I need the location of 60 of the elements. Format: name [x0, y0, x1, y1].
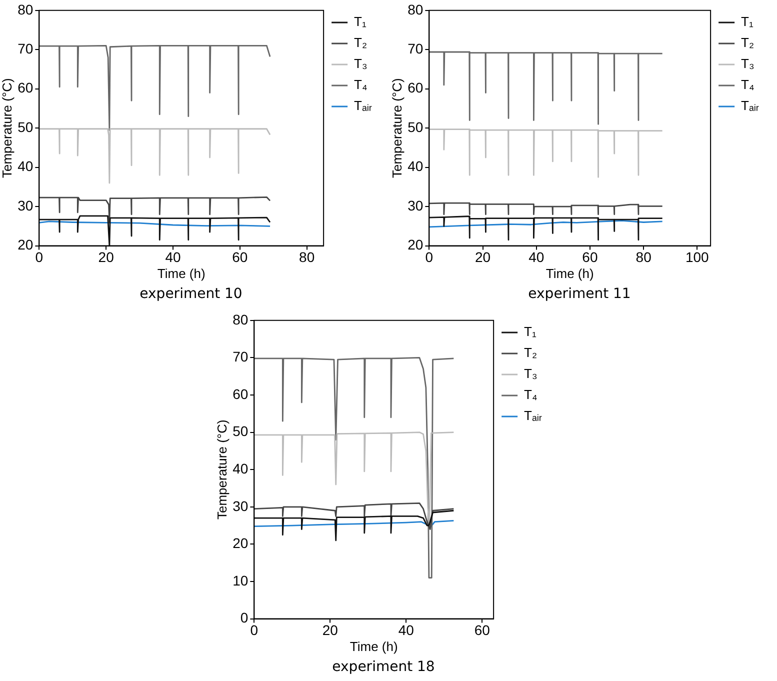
x-axis-title: Time (h) — [546, 266, 594, 281]
legend-label: Tₐᵢᵣ — [354, 98, 372, 114]
y-axis-title: Temperature (°C) — [214, 420, 230, 520]
x-tick-label: 60 — [582, 249, 598, 266]
x-tick-label: 80 — [299, 249, 315, 266]
y-tick-label: 40 — [232, 460, 248, 476]
legend-label: T₁ — [354, 14, 367, 30]
y-tick-label: 50 — [408, 118, 424, 135]
y-tick-label: 70 — [18, 40, 34, 56]
y-tick-label: 60 — [18, 80, 34, 96]
y-tick-label: 30 — [408, 197, 424, 214]
legend-label: T₄ — [354, 77, 368, 92]
x-tick-label: 20 — [322, 622, 338, 638]
y-tick-label: 50 — [232, 423, 248, 440]
text: experiment 18 — [332, 659, 435, 676]
legend-label: T₁ — [741, 14, 754, 30]
x-tick-label: 40 — [165, 249, 181, 266]
y-tick-label: 20 — [408, 236, 424, 253]
x-tick-label: 60 — [474, 622, 490, 638]
legend-label: T₂ — [741, 35, 754, 50]
x-tick-label: 0 — [35, 249, 44, 266]
x-tick-label: 80 — [636, 249, 652, 266]
y-tick-label: 80 — [18, 1, 34, 18]
x-tick-label: 20 — [98, 249, 114, 266]
y-axis-title: Temperature (°C) — [389, 78, 404, 178]
legend-label: T₃ — [741, 56, 754, 72]
y-tick-label: 40 — [18, 158, 34, 174]
x-tick-label: 0 — [425, 249, 434, 266]
y-tick-label: 50 — [18, 118, 34, 135]
y-tick-label: 80 — [232, 311, 248, 328]
legend-label: T₃ — [354, 56, 368, 72]
y-tick-label: 20 — [232, 535, 248, 552]
y-tick-label: 70 — [408, 40, 424, 56]
legend-label: Tₐᵢᵣ — [741, 98, 760, 114]
y-tick-label: 10 — [232, 572, 248, 588]
x-tick-label: 0 — [250, 622, 258, 638]
legend-label: T₁ — [524, 324, 537, 340]
text: experiment 11 — [528, 286, 631, 302]
legend-label: Tₐᵢᵣ — [524, 408, 542, 424]
y-tick-label: 20 — [18, 236, 34, 253]
x-tick-label: 20 — [474, 249, 491, 266]
y-tick-label: 0 — [240, 610, 248, 626]
legend-label: T₂ — [524, 345, 538, 360]
y-tick-label: 70 — [232, 348, 248, 365]
y-tick-label: 30 — [18, 197, 34, 214]
y-tick-label: 80 — [408, 1, 424, 18]
text: experiment 10 — [140, 286, 242, 302]
legend-label: T₃ — [524, 366, 538, 382]
legend-label: T₄ — [524, 387, 538, 402]
x-tick-label: 100 — [685, 249, 710, 266]
y-axis-title: Temperature (°C) — [0, 78, 14, 178]
legend-label: T₂ — [354, 35, 368, 50]
legend-label: T₄ — [741, 77, 754, 92]
y-tick-label: 60 — [408, 80, 424, 96]
x-tick-label: 40 — [528, 249, 544, 266]
x-axis-title: Time (h) — [157, 266, 206, 281]
y-tick-label: 40 — [408, 158, 424, 174]
x-axis-title: Time (h) — [350, 638, 398, 654]
y-tick-label: 30 — [232, 498, 248, 514]
y-tick-label: 60 — [232, 386, 248, 402]
